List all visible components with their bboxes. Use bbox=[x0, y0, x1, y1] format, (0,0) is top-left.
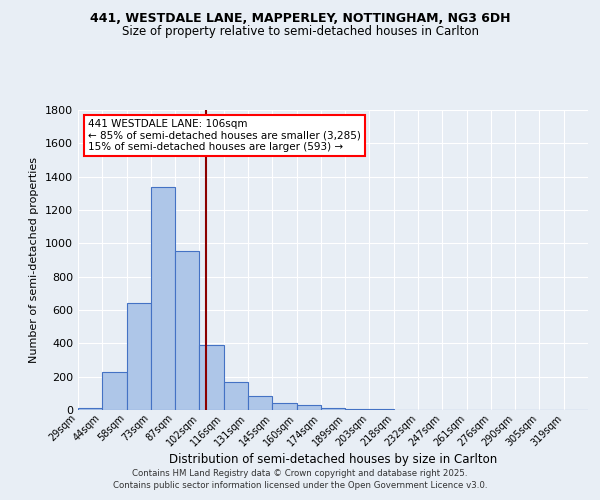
Text: Contains public sector information licensed under the Open Government Licence v3: Contains public sector information licen… bbox=[113, 481, 487, 490]
Bar bbox=[370, 409, 394, 410]
Bar bbox=[321, 408, 345, 410]
Bar bbox=[224, 382, 248, 410]
X-axis label: Distribution of semi-detached houses by size in Carlton: Distribution of semi-detached houses by … bbox=[169, 453, 497, 466]
Y-axis label: Number of semi-detached properties: Number of semi-detached properties bbox=[29, 157, 40, 363]
Bar bbox=[248, 396, 272, 410]
Bar bbox=[272, 402, 296, 410]
Bar bbox=[199, 345, 224, 410]
Bar bbox=[151, 186, 175, 410]
Bar bbox=[102, 372, 127, 410]
Bar bbox=[78, 408, 102, 410]
Text: Contains HM Land Registry data © Crown copyright and database right 2025.: Contains HM Land Registry data © Crown c… bbox=[132, 468, 468, 477]
Text: Size of property relative to semi-detached houses in Carlton: Size of property relative to semi-detach… bbox=[121, 25, 479, 38]
Bar bbox=[127, 302, 151, 410]
Text: 441 WESTDALE LANE: 106sqm
← 85% of semi-detached houses are smaller (3,285)
15% : 441 WESTDALE LANE: 106sqm ← 85% of semi-… bbox=[88, 119, 361, 152]
Bar bbox=[175, 251, 199, 410]
Bar bbox=[345, 409, 370, 410]
Bar bbox=[296, 406, 321, 410]
Text: 441, WESTDALE LANE, MAPPERLEY, NOTTINGHAM, NG3 6DH: 441, WESTDALE LANE, MAPPERLEY, NOTTINGHA… bbox=[90, 12, 510, 26]
